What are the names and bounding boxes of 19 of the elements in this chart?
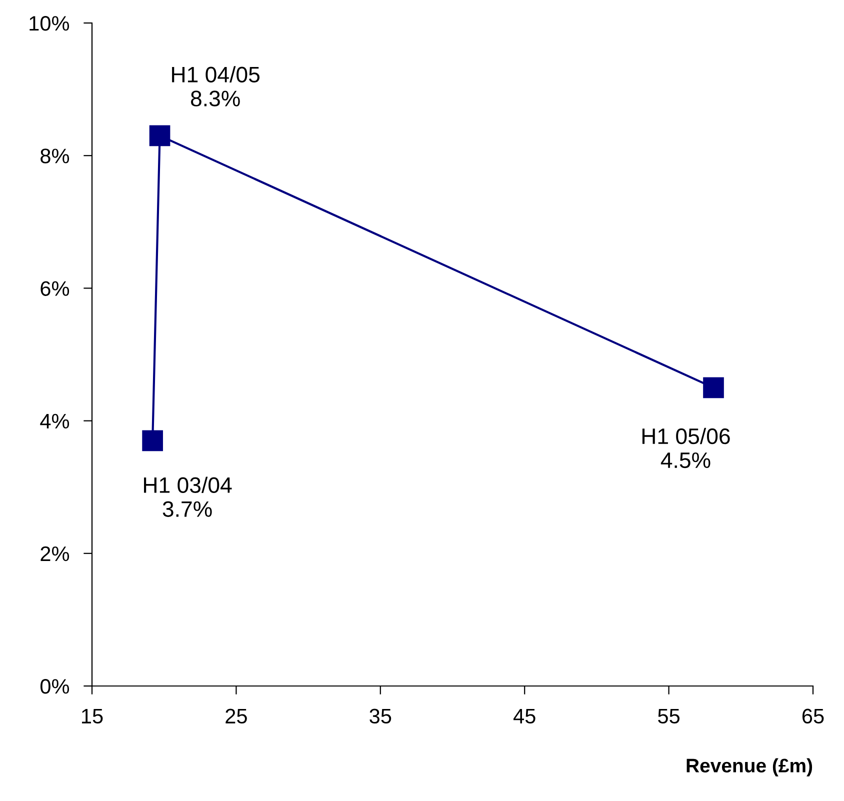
x-tick-label: 15 — [82, 708, 103, 724]
y-tick-label: 2% — [40, 546, 70, 562]
y-tick-label: 8% — [40, 148, 70, 164]
point — [703, 377, 724, 398]
annotation: H1 05/06 4.5% — [642, 428, 730, 468]
annotation: H1 03/04 3.7% — [144, 476, 232, 517]
x-axis-title: Revenue (£m) — [686, 758, 812, 776]
x-tick-label: 45 — [513, 708, 536, 724]
y-tick-label: 10% — [30, 16, 70, 31]
x-tick-label: 65 — [802, 708, 824, 724]
point — [142, 430, 163, 452]
x-tick-label: 25 — [226, 708, 247, 724]
y-tick-label: 4% — [40, 414, 70, 428]
x-tick-label: 55 — [658, 708, 680, 724]
y-tick-label: 0% — [40, 679, 70, 694]
y-tick-label: 6% — [40, 281, 70, 296]
annotation: H1 04/05 8.3% — [172, 66, 260, 106]
x-tick-label: 35 — [370, 708, 392, 724]
point — [149, 125, 170, 146]
